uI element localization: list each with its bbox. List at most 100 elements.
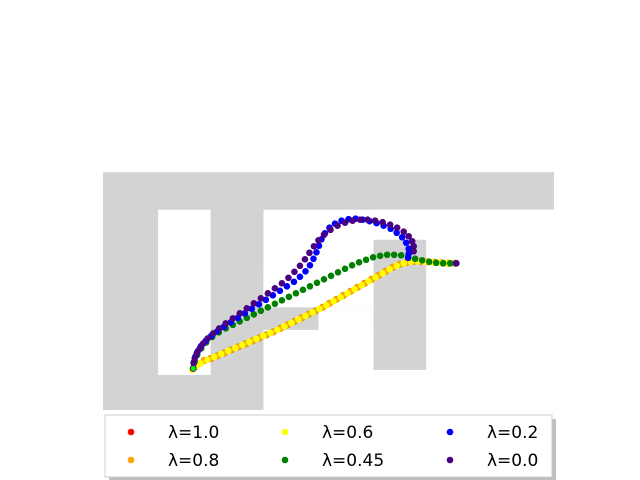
data-point (231, 344, 239, 352)
data-point (253, 335, 260, 343)
data-point (246, 338, 253, 346)
data-point (306, 283, 314, 290)
obstacle-block (210, 209, 264, 268)
data-point (224, 347, 232, 355)
data-point (344, 290, 351, 297)
data-point (386, 265, 393, 273)
data-point (393, 229, 400, 237)
data-point (330, 298, 337, 305)
legend-marker (127, 428, 135, 436)
data-point (320, 231, 328, 239)
data-point (291, 268, 298, 276)
data-point (356, 216, 364, 224)
data-point (452, 259, 460, 267)
data-point (271, 285, 279, 292)
data-point (439, 259, 447, 267)
data-point (348, 261, 356, 269)
data-point (341, 219, 349, 227)
trajectory-series (188, 215, 460, 374)
data-point (323, 302, 330, 309)
data-point (334, 222, 341, 230)
data-point (241, 310, 249, 317)
data-point (351, 286, 358, 293)
legend-label: λ=1.0 (168, 423, 219, 443)
data-point (411, 255, 419, 263)
data-point (410, 247, 417, 255)
data-point (397, 251, 405, 259)
data-point (310, 255, 317, 263)
data-point (296, 262, 304, 270)
data-point (386, 221, 394, 229)
data-point (196, 345, 204, 352)
data-point (191, 355, 199, 362)
data-point (281, 323, 288, 330)
data-point (404, 254, 412, 262)
legend-marker (446, 428, 454, 436)
legend-label: λ=0.2 (487, 423, 538, 443)
data-point (301, 255, 309, 263)
data-point (369, 253, 377, 261)
data-point (278, 280, 286, 287)
data-point (217, 350, 225, 358)
data-point (383, 251, 391, 259)
data-point (320, 276, 328, 283)
data-point (222, 320, 230, 327)
data-point (405, 232, 412, 240)
data-point (267, 329, 274, 337)
data-point (269, 292, 277, 299)
data-point (302, 312, 309, 320)
data-point (278, 297, 286, 304)
data-point (209, 330, 217, 337)
data-point (432, 259, 440, 267)
data-point (204, 335, 212, 342)
data-point (393, 224, 401, 232)
data-point (229, 315, 237, 322)
data-point (313, 248, 320, 256)
data-point (418, 256, 426, 264)
data-point (402, 239, 410, 247)
data-point (193, 350, 201, 357)
data-point (405, 245, 412, 253)
data-point (365, 278, 372, 285)
data-point (327, 226, 334, 234)
data-point (379, 269, 386, 277)
legend-label: λ=0.45 (322, 451, 384, 471)
data-point (364, 216, 371, 224)
data-point (371, 217, 379, 225)
data-point (236, 310, 244, 317)
data-point (215, 325, 223, 332)
data-point (306, 261, 314, 269)
start-marker (190, 365, 196, 371)
data-point (264, 290, 272, 297)
data-point (327, 272, 335, 280)
data-point (341, 265, 349, 273)
data-point (379, 218, 386, 226)
data-point (398, 233, 406, 241)
data-point (315, 242, 323, 250)
data-point (355, 258, 363, 266)
legend-marker (281, 456, 289, 464)
data-point (290, 278, 298, 286)
data-point (349, 217, 356, 225)
data-point (257, 307, 265, 315)
data-point (337, 294, 344, 301)
data-point (316, 305, 323, 313)
data-point (302, 267, 309, 275)
data-point (315, 236, 322, 244)
data-point (362, 256, 370, 264)
data-point (400, 228, 407, 236)
data-point (210, 353, 218, 361)
data-point (425, 258, 433, 266)
data-point (400, 259, 407, 267)
data-point (257, 295, 265, 302)
data-point (393, 262, 400, 270)
data-point (250, 300, 258, 307)
data-point (310, 242, 318, 250)
legend-marker (446, 456, 454, 464)
data-point (313, 279, 321, 287)
legend-label: λ=0.6 (322, 423, 373, 443)
data-point (276, 287, 284, 295)
data-point (334, 268, 342, 276)
data-point (250, 311, 258, 318)
data-point (410, 242, 417, 250)
